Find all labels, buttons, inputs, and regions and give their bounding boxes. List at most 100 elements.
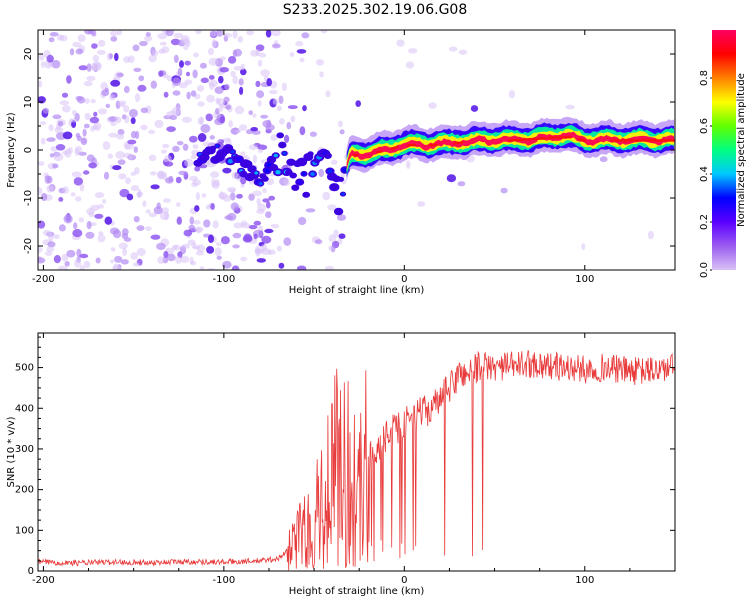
spectrogram-noise-blob xyxy=(120,259,129,265)
spectrogram-noise-blob xyxy=(122,248,127,256)
spectrogram-noise-blob xyxy=(199,266,205,270)
ridge-blob-core xyxy=(258,182,263,186)
ridge-blob-outer xyxy=(329,183,340,192)
snr-panel: -200 -100 0 100 0 100 200 300 400 500 Height of s… xyxy=(6,332,676,597)
spectrogram-noise-blob xyxy=(260,114,269,119)
spectrogram-noise-blob xyxy=(428,102,437,109)
spectrogram-noise-blob xyxy=(200,77,209,84)
spectrogram-noise-blob xyxy=(193,52,199,58)
spectrogram-noise-blob xyxy=(322,191,331,201)
spectrogram-noise-blob xyxy=(94,213,104,219)
ridge-blob-core xyxy=(264,168,270,173)
spectrogram-noise-blob xyxy=(51,59,61,69)
y-tick-label: 300 xyxy=(15,444,34,455)
spectrogram-signal-ridge xyxy=(193,116,675,216)
spectrogram-noise-blob xyxy=(266,78,273,87)
spectrogram-noise-blob xyxy=(133,146,138,154)
spectrogram-noise-blob xyxy=(132,44,140,52)
spectrogram-noise-blob xyxy=(104,216,113,225)
ridge-blob-outer xyxy=(261,175,269,182)
spectrogram-noise-blob xyxy=(38,80,43,88)
spectrogram-noise-blob xyxy=(128,153,133,160)
spectrogram-noise-blob xyxy=(79,253,89,259)
spectrogram-noise-blob xyxy=(252,154,257,164)
spectrogram-noise-blob xyxy=(40,61,45,68)
spectrogram-noise-blob xyxy=(79,183,85,192)
spectrogram-noise-blob xyxy=(278,262,285,269)
spectrogram-noise-blob xyxy=(166,75,173,82)
spectrogram-noise-blob xyxy=(61,92,69,98)
x-tick-label: 0 xyxy=(401,575,407,586)
spectrogram-noise-blob xyxy=(74,259,82,268)
x-tick-label: -200 xyxy=(32,575,55,586)
spectrogram-noise-blob xyxy=(289,52,295,57)
spectrogram-noise-blob xyxy=(145,226,152,232)
spectrogram-noise-blob xyxy=(200,124,211,133)
spectrogram-noise-blob xyxy=(135,130,140,140)
ridge-blob-outer xyxy=(278,141,287,149)
spectrogram-noise-blob xyxy=(256,258,266,263)
spectrogram-noise-blob xyxy=(62,131,73,140)
spectrogram-noise-blob xyxy=(270,223,280,229)
spectrogram-noise-blob xyxy=(189,216,195,225)
spectrogram-noise-blob xyxy=(256,208,265,214)
spectrogram-noise-blob xyxy=(83,170,90,175)
spectrogram-noise-blob xyxy=(255,80,261,88)
spectrogram-noise-blob xyxy=(408,48,418,54)
spectrogram-noise-blob xyxy=(148,212,157,218)
y-tick-label: -20 xyxy=(23,238,34,254)
spectrogram-noise-blob xyxy=(232,30,238,39)
ridge-blob-outer xyxy=(291,184,300,191)
spectrogram-noise-blob xyxy=(150,80,157,89)
spectrogram-noise-blob xyxy=(240,68,247,76)
spectrogram-noise-blob xyxy=(125,177,131,185)
spectrogram-noise-blob xyxy=(97,108,108,115)
spectrogram-noise-blob xyxy=(253,220,261,226)
spectrogram-noise-blob xyxy=(270,30,281,37)
spectrogram-noise-blob xyxy=(57,120,64,127)
spectrogram-noise-blob xyxy=(184,158,194,167)
spectrogram-noise-blob xyxy=(63,214,73,224)
spectrogram-noise-blob xyxy=(105,103,111,108)
spectrogram-noise-blob xyxy=(240,176,247,185)
spectrogram-noise-blob xyxy=(208,79,218,87)
snr-y-axis-label: SNR (10 * v/v) xyxy=(6,416,17,487)
spectrogram-noise-blob xyxy=(271,43,281,49)
spectrogram-noise-blob xyxy=(268,249,276,255)
spectrogram-noise-blob xyxy=(192,69,198,79)
ridge-blob-outer xyxy=(247,165,257,173)
spectrogram-noise-blob xyxy=(134,93,141,102)
spectrogram-noise-blob xyxy=(175,176,182,184)
spectrogram-noise-blob xyxy=(97,234,106,243)
spectrogram-noise-blob xyxy=(166,126,176,132)
y-tick-label: 200 xyxy=(15,485,34,496)
spectrogram-noise-blob xyxy=(197,133,207,142)
spectrogram-noise-blob xyxy=(320,30,328,34)
spectrogram-noise-blob xyxy=(339,129,345,135)
spectrogram-noise-blob xyxy=(233,222,244,229)
spectrogram-noise-blob xyxy=(164,211,169,221)
spectrogram-noise-blob xyxy=(243,233,252,242)
spectrogram-noise-blob xyxy=(123,105,130,113)
spectrogram-noise-blob xyxy=(110,259,115,264)
spectrogram-noise-blob xyxy=(257,59,263,67)
spectrogram-noise-blob xyxy=(224,215,233,221)
spectrogram-noise-blob xyxy=(301,32,310,39)
spectrogram-noise-blob xyxy=(208,234,214,243)
spectrogram-noise-blob xyxy=(190,260,197,266)
spectrogram-noise-blob xyxy=(222,167,232,174)
spectrogram-noise-blob xyxy=(240,63,245,71)
spectrogram-noise-blob xyxy=(108,132,119,138)
spectrogram-noise-blob xyxy=(58,265,68,270)
spectrogram-noise-blob xyxy=(150,234,161,240)
spectrogram-noise-blob xyxy=(173,32,184,39)
spectrogram-noise-blob xyxy=(309,131,317,137)
spectrogram-noise-blob xyxy=(214,247,222,257)
spectrogram-noise-blob xyxy=(88,162,97,169)
colorbar-tick-label: 0.2 xyxy=(699,214,710,230)
spectrogram-noise-blob xyxy=(647,230,655,240)
spectrogram-noise-blob xyxy=(169,114,177,121)
spectrogram-noise-blob xyxy=(189,175,199,181)
spectrogram-noise-blob xyxy=(130,171,137,176)
